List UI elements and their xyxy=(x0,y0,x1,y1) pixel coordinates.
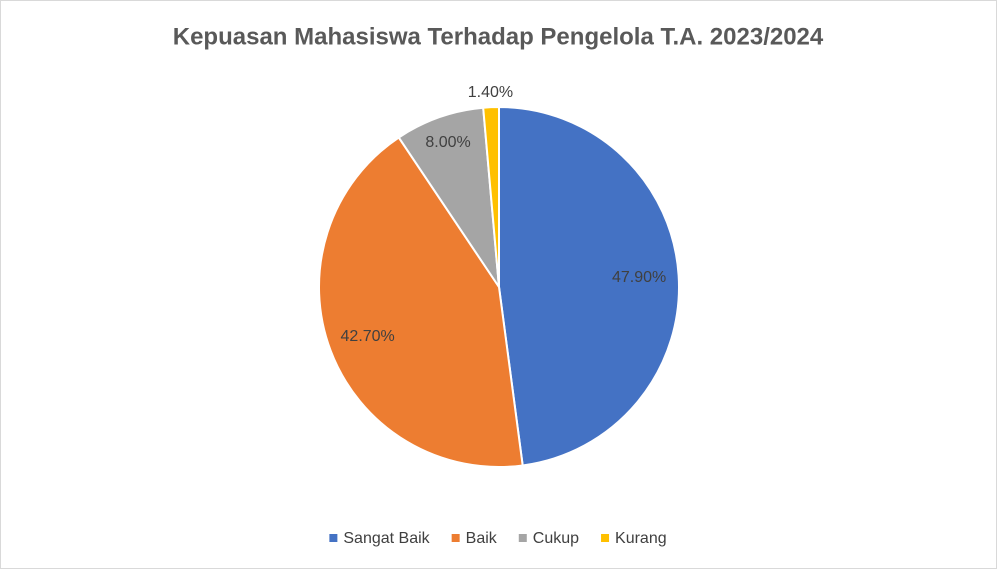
legend-marker xyxy=(329,534,338,542)
pie-slice xyxy=(318,136,524,468)
data-label: 8.00% xyxy=(425,134,470,151)
legend-label: Sangat Baik xyxy=(343,530,430,547)
pie-slice xyxy=(482,105,500,288)
data-label: 1.40% xyxy=(468,84,513,101)
legend-label: Kurang xyxy=(615,530,667,547)
legend-label: Cukup xyxy=(533,530,579,547)
legend-marker xyxy=(518,534,527,542)
data-label: 42.70% xyxy=(341,328,395,345)
legend-marker xyxy=(601,534,610,542)
chart-title: Kepuasan Mahasiswa Terhadap Pengelola T.… xyxy=(173,23,824,50)
pie-slice xyxy=(498,105,680,467)
pie-slice xyxy=(397,106,500,288)
legend-label: Baik xyxy=(466,530,498,547)
legend-marker xyxy=(451,534,460,542)
data-label: 47.90% xyxy=(612,269,666,286)
